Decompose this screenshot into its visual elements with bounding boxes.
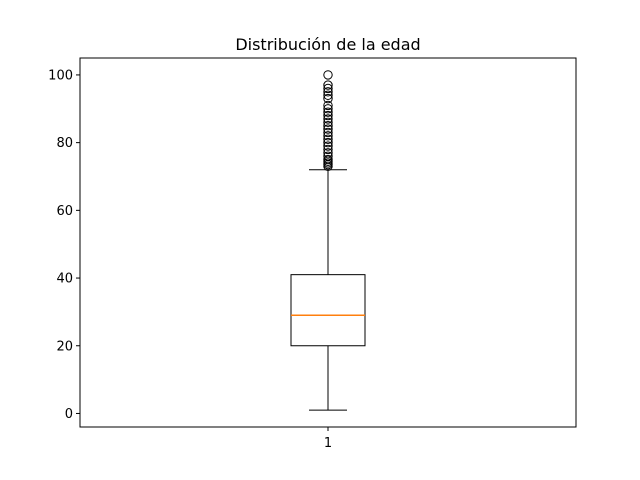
outlier-point bbox=[323, 90, 333, 100]
chart-title: Distribución de la edad bbox=[235, 35, 420, 54]
y-tick-label: 0 bbox=[65, 407, 73, 422]
outlier-point bbox=[323, 131, 333, 141]
outlier-point bbox=[323, 107, 333, 117]
outlier-point bbox=[323, 117, 333, 128]
outlier-point bbox=[323, 121, 333, 131]
outlier-point bbox=[323, 148, 333, 158]
outlier-point bbox=[323, 93, 333, 104]
x-tick-label: 1 bbox=[324, 436, 332, 451]
outlier-point bbox=[323, 80, 333, 90]
outlier-point bbox=[323, 114, 333, 124]
outlier-point bbox=[323, 83, 333, 94]
outlier-point bbox=[323, 110, 333, 121]
y-axis: 0 20 40 60 80 100 bbox=[48, 68, 80, 422]
outlier-point bbox=[323, 141, 333, 151]
x-axis: 1 bbox=[324, 427, 332, 451]
boxes bbox=[290, 70, 366, 411]
outlier-point bbox=[323, 104, 333, 114]
outlier-point bbox=[323, 151, 333, 161]
y-tick-label: 100 bbox=[48, 68, 73, 83]
outlier-point bbox=[323, 100, 333, 111]
outlier-point bbox=[323, 134, 333, 144]
iqr-box bbox=[290, 274, 366, 347]
y-tick-label: 40 bbox=[56, 272, 73, 287]
outlier-point bbox=[323, 87, 333, 97]
y-tick-label: 20 bbox=[56, 339, 73, 354]
outlier-point bbox=[323, 70, 333, 80]
outlier-point bbox=[323, 127, 333, 138]
outlier-point bbox=[323, 137, 333, 148]
outlier-point bbox=[323, 154, 333, 165]
y-tick-label: 80 bbox=[56, 136, 73, 151]
box-group bbox=[290, 70, 366, 411]
outlier-point bbox=[323, 144, 333, 155]
outlier-point bbox=[323, 124, 333, 134]
y-tick-label: 60 bbox=[56, 204, 73, 219]
